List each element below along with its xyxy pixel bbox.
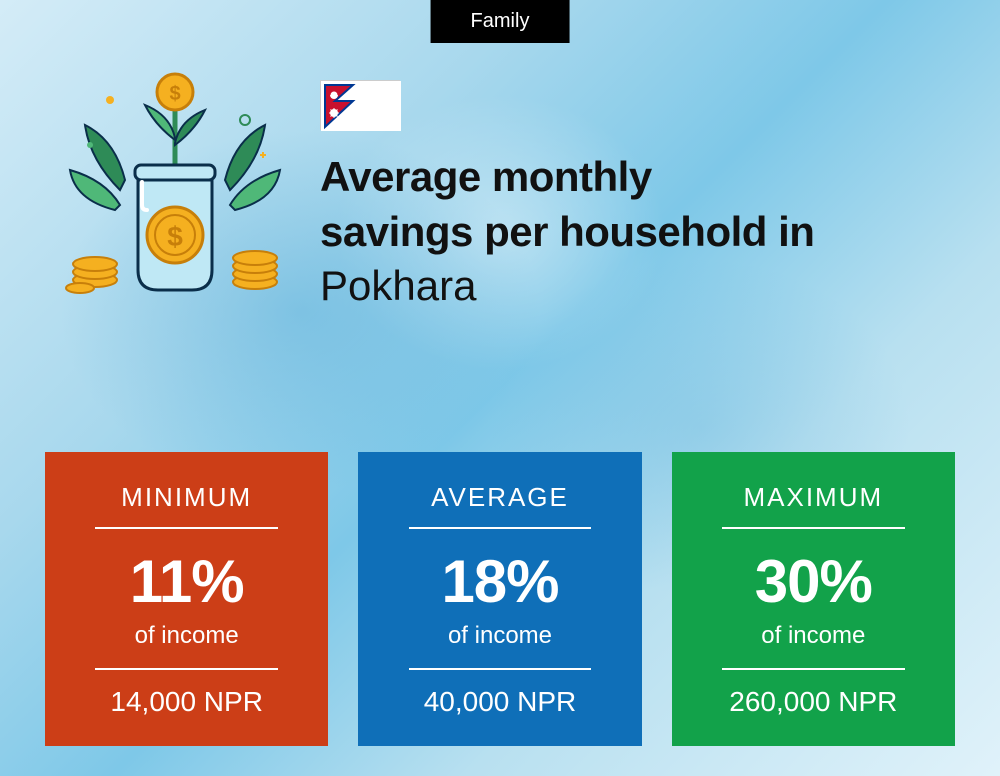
card-average: AVERAGE 18% of income 40,000 NPR: [358, 452, 641, 746]
card-subtext: of income: [448, 622, 552, 650]
coin-stack-right-icon: [233, 251, 277, 289]
divider: [409, 668, 591, 670]
svg-text:$: $: [167, 221, 183, 252]
card-maximum: MAXIMUM 30% of income 260,000 NPR: [672, 452, 955, 746]
badge-label: Family: [471, 10, 530, 32]
nepal-flag-icon: [320, 80, 400, 130]
jar-icon: $: [135, 165, 215, 290]
card-subtext: of income: [761, 622, 865, 650]
divider: [722, 668, 904, 670]
divider: [95, 668, 277, 670]
coin-stack-left-icon: [66, 257, 117, 293]
card-subtext: of income: [135, 622, 239, 650]
savings-jar-illustration: $ $: [60, 70, 290, 300]
card-percent: 11%: [130, 547, 244, 616]
title-line-1: Average monthly: [320, 150, 960, 205]
card-label: AVERAGE: [431, 482, 569, 513]
title-block: Average monthly savings per household in…: [320, 70, 960, 314]
header: $ $: [60, 70, 960, 314]
card-percent: 30%: [755, 547, 872, 616]
top-coin-icon: $: [157, 74, 193, 110]
divider: [95, 527, 277, 529]
card-percent: 18%: [441, 547, 558, 616]
card-label: MINIMUM: [121, 482, 252, 513]
title-line-2: savings per household in: [320, 205, 960, 260]
divider: [409, 527, 591, 529]
stat-cards: MINIMUM 11% of income 14,000 NPR AVERAGE…: [45, 452, 955, 746]
title-city: Pokhara: [320, 259, 960, 314]
card-minimum: MINIMUM 11% of income 14,000 NPR: [45, 452, 328, 746]
card-label: MAXIMUM: [743, 482, 883, 513]
card-amount: 260,000 NPR: [729, 686, 897, 718]
svg-text:$: $: [169, 83, 180, 105]
card-amount: 40,000 NPR: [424, 686, 577, 718]
card-amount: 14,000 NPR: [110, 686, 263, 718]
category-badge: Family: [431, 0, 570, 43]
divider: [722, 527, 904, 529]
